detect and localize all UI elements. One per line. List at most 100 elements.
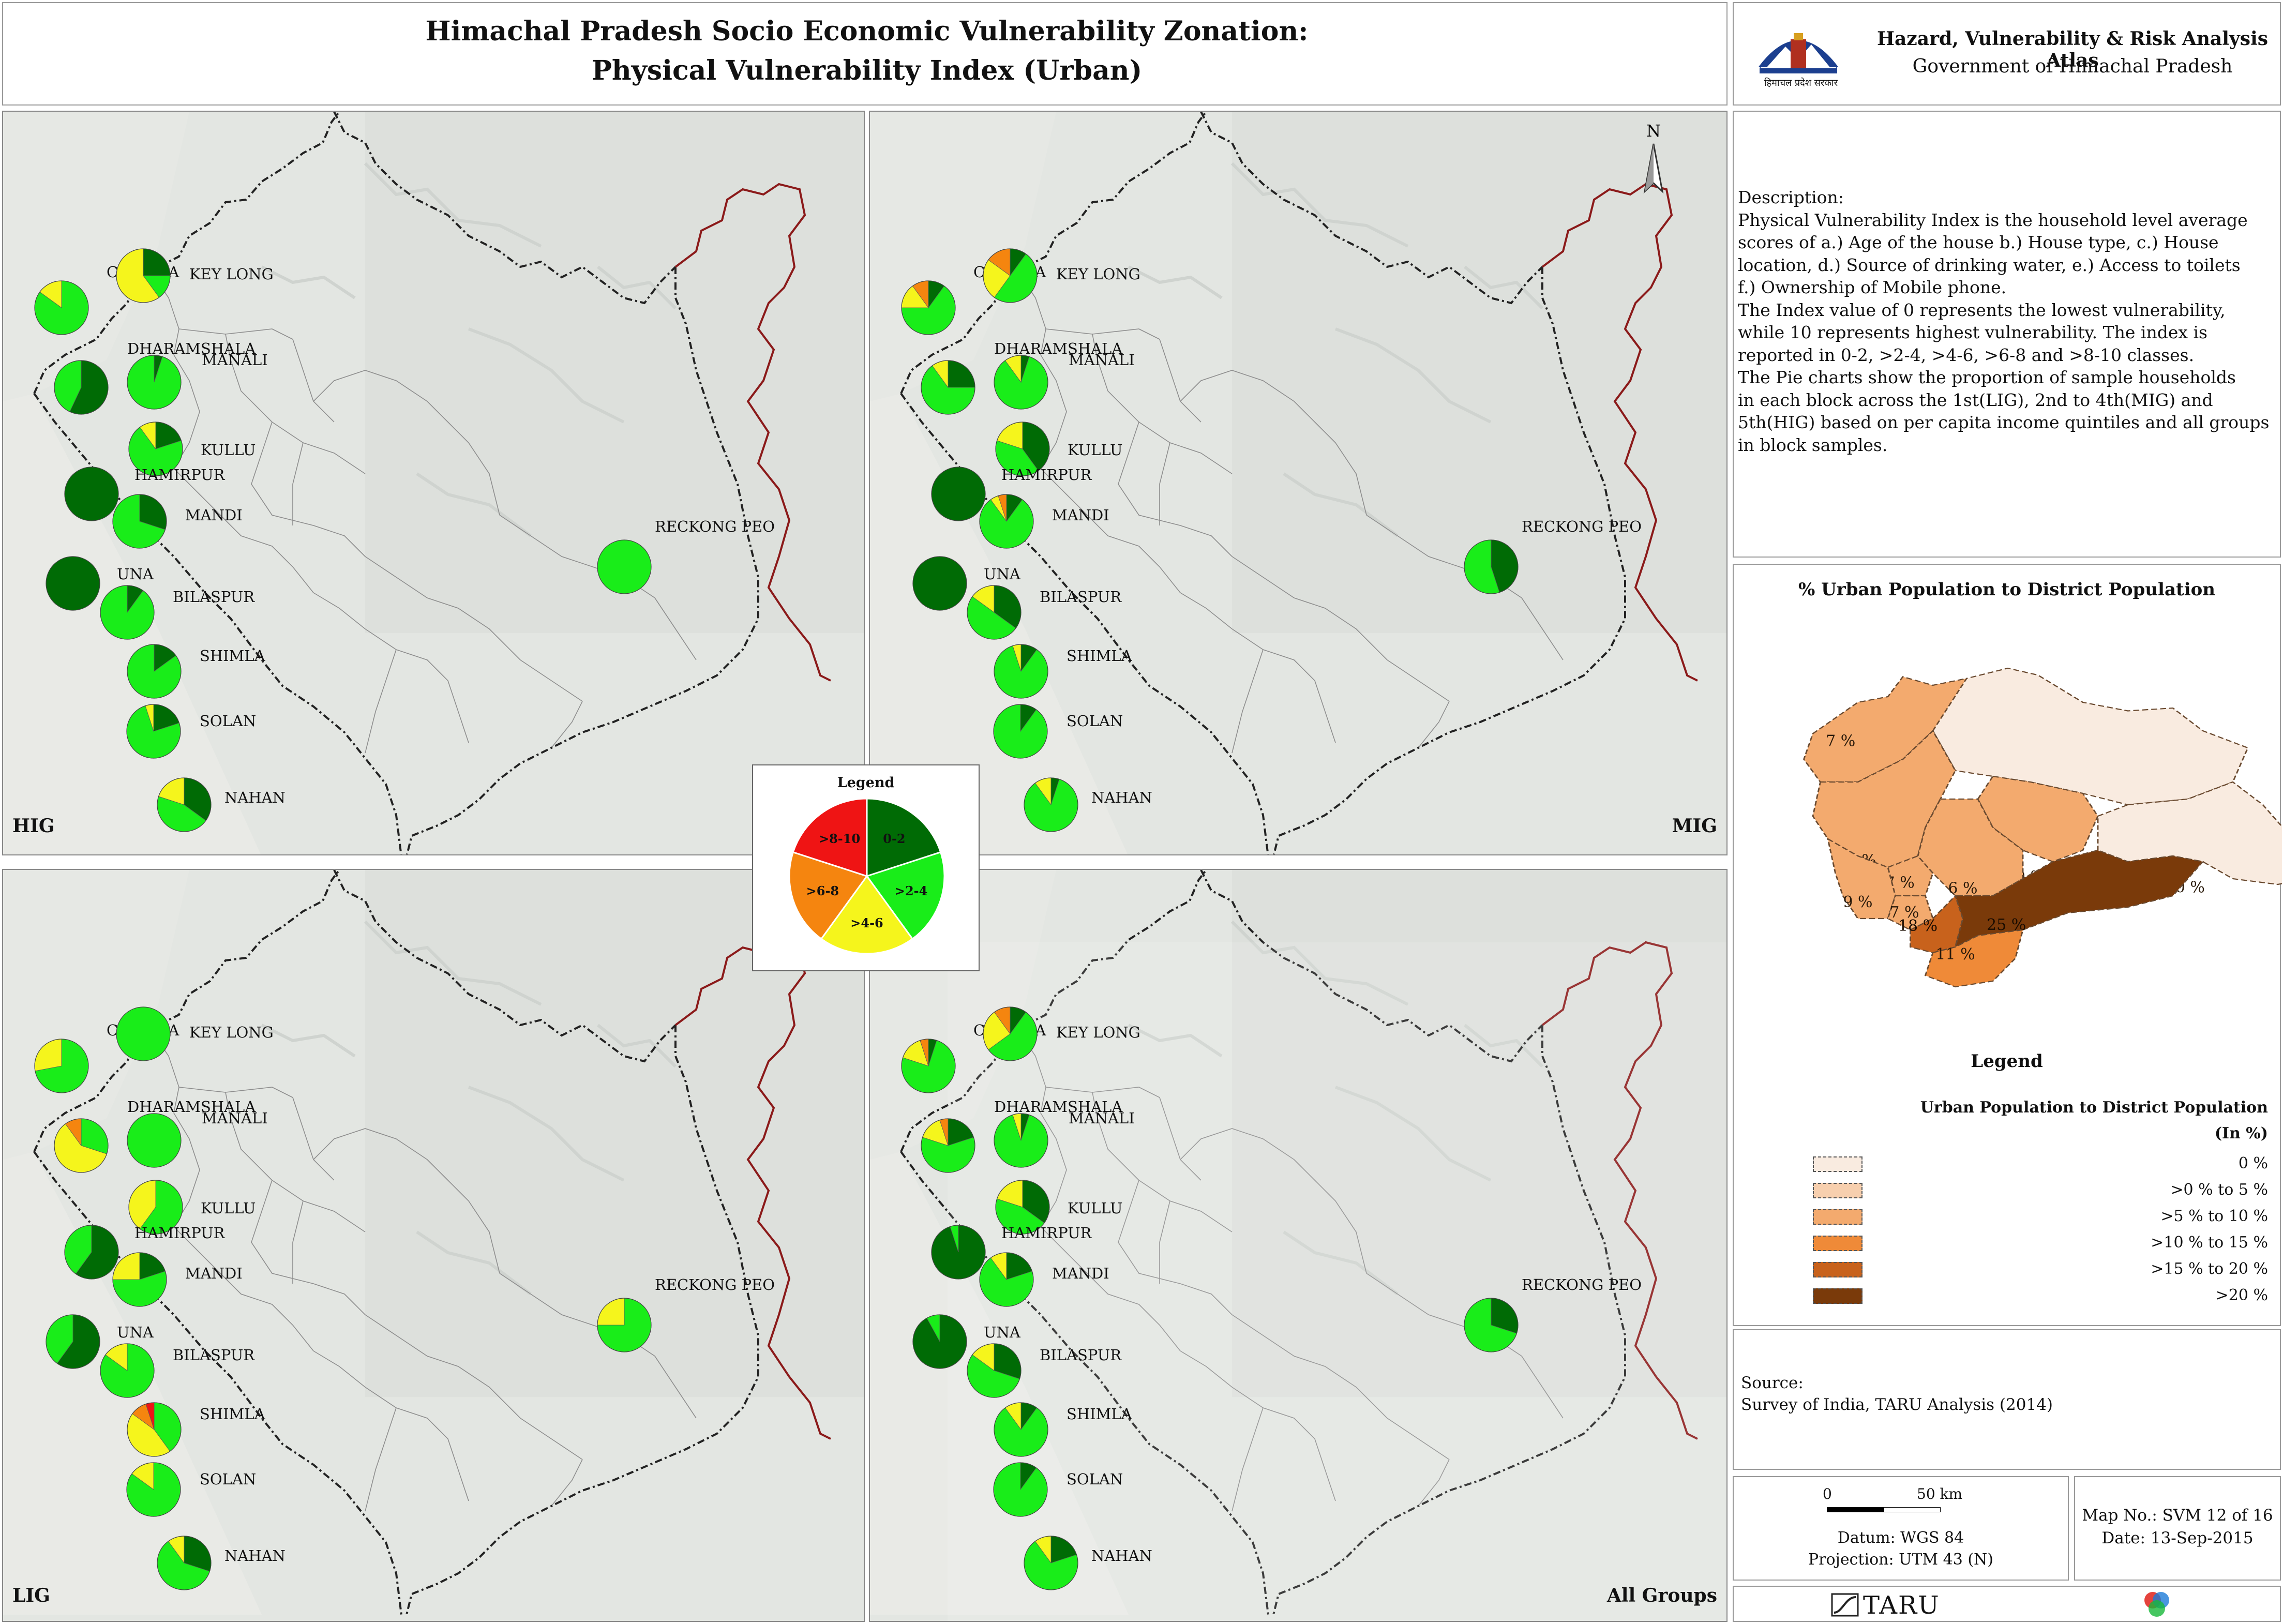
district-label: RECKONG PEO [1522,518,1642,535]
urban-district-value: 18 % [1898,917,1937,935]
legend-slice-label: >4-6 [850,915,883,930]
district-label: MANALI [1069,351,1135,369]
description-line: scores of a.) Age of the house b.) House… [1738,232,2219,252]
district-label: DHARAMSHALA [994,1098,1123,1116]
legend-slice [788,851,868,940]
description-heading: Description: [1738,187,1844,207]
urban-map-title: % Urban Population to District Populatio… [1798,579,2216,600]
atlas-title: Hazard, Vulnerability & Risk Analysis At… [1876,28,2269,71]
legend-slice [792,798,868,878]
description-text: Description: Physical Vulnerability Inde… [1738,186,2271,456]
legend-slice-label: >2-4 [895,883,927,898]
panel-all-groups: CHAMBAKEY LONGDHARAMSHALAMANALIKULLUHAMI… [869,869,1728,1622]
taru-logo-icon [1831,1593,1859,1617]
pie-2-1-2-4 [116,1007,170,1061]
footer-box: TARU [1733,1586,2281,1622]
urban-map-box: % Urban Population to District Populatio… [1733,564,2282,1326]
description-line: in block samples. [1738,434,1888,455]
pie-0-5-0-2 [65,467,118,521]
urban-district [1932,667,2249,806]
panel-label-lig: LIG [12,1585,50,1606]
description-box [1733,111,2281,558]
district-label: BILASPUR [173,1346,255,1364]
district-label: MANALI [202,1109,268,1127]
urban-legend-swatch [1813,1262,1863,1277]
district-label: NAHAN [224,789,286,806]
map-title-line1: Himachal Pradesh Socio Economic Vulnerab… [425,16,1309,47]
legend-slice [820,875,914,955]
panel-hig: CHAMBAKEY LONGDHARAMSHALAMANALIKULLUHAMI… [2,111,865,855]
datum-text: Datum: WGS 84 [1837,1529,1964,1547]
north-arrow-icon: N [1643,121,1664,194]
district-label: DHARAMSHALA [994,340,1123,357]
district-label: SOLAN [200,1470,256,1488]
urban-legend-title: Urban Population to District Population [1920,1099,2268,1117]
district-label: HAMIRPUR [1001,466,1092,484]
description-line: reported in 0-2, >2-4, >4-6, >6-8 and >8… [1738,344,2195,365]
map-title-line2: Physical Vulnerability Index (Urban) [591,55,1143,86]
taru-name: TARU [1863,1591,1940,1620]
urban-legend-row: 0 % [1813,1154,2268,1175]
district-label: SHIMLA [200,647,266,665]
urban-legend-label: >10 % to 15 % [2151,1234,2268,1252]
source-box: Source: Survey of India, TARU Analysis (… [1733,1329,2281,1470]
district-label: SHIMLA [1067,1405,1133,1423]
atlas-org: Government of Himachal Pradesh [1912,56,2233,77]
district-label: KULLU [201,1199,256,1217]
urban-legend-row: >5 % to 10 % [1813,1207,2268,1228]
district-label: DHARAMSHALA [127,1098,256,1116]
district-label: DHARAMSHALA [127,340,256,357]
description-line: The Index value of 0 represents the lowe… [1738,299,2226,320]
urban-legend-swatch [1813,1236,1863,1251]
panel-label-all-groups: All Groups [1606,1585,1717,1606]
district-label: KEY LONG [1056,1024,1140,1041]
district-label: BILASPUR [1040,588,1122,606]
district-label: UNA [117,565,154,583]
urban-district [1910,894,1964,954]
district-label: SHIMLA [200,1405,266,1423]
source-text: Survey of India, TARU Analysis (2014) [1741,1395,2053,1414]
district-label: KEY LONG [1056,265,1140,283]
district-label: BILASPUR [1040,1346,1122,1364]
hig-basemap: CHAMBAKEY LONGDHARAMSHALAMANALIKULLUHAMI… [3,112,864,854]
emblem-caption: हिमाचल प्रदेश सरकार [1764,78,1838,88]
panel-label-hig: HIG [12,815,55,837]
legend-slice-label: >6-8 [806,883,839,898]
atlas-header-box: हिमाचल प्रदेश सरकार Hazard, Vulnerabilit… [1733,2,2281,106]
urban-district [1826,837,1896,920]
urban-population-map: 7 %0 %6 %7 %9 %6 %0 %9 %7 %18 %25 %11 % [1803,667,2282,988]
pie-0-8-0-2 [46,557,100,610]
urban-legend-swatch [1813,1156,1863,1172]
panel-lig: CHAMBAKEY LONGDHARAMSHALAMANALIKULLUHAMI… [2,869,865,1622]
mig-basemap: CHAMBAKEY LONGDHARAMSHALAMANALIKULLUHAMI… [870,112,1726,854]
urban-legend-swatch [1813,1183,1863,1198]
urban-legend-swatch [1813,1288,1863,1304]
urban-district [1917,798,2024,897]
pie-legend-box: Legend 0-2 >2-4 >4-6 >6-8 >8-10 [752,764,980,971]
pie-1-8-0-2 [913,557,967,610]
all-groups-basemap: CHAMBAKEY LONGDHARAMSHALAMANALIKULLUHAMI… [870,870,1726,1621]
description-line: f.) Ownership of Mobile phone. [1738,277,2007,297]
urban-district-value: 11 % [1935,945,1975,964]
description-line: in each block across the 1st(LIG), 2nd t… [1738,389,2213,410]
urban-legend-row: >15 % to 20 % [1813,1260,2268,1281]
district-label: MANDI [185,506,243,524]
urban-legend-row: >0 % to 5 % [1813,1181,2268,1201]
district-label: UNA [984,565,1021,583]
urban-district-value: 9 % [1843,893,1872,911]
district-label: SHIMLA [1067,647,1133,665]
scale-start-label: 0 [1823,1485,1832,1502]
urban-legend-swatch [1813,1209,1863,1225]
urban-legend-label: >15 % to 20 % [2151,1260,2268,1278]
himachal-emblem-icon [1759,33,1838,73]
district-label: HAMIRPUR [1001,1224,1092,1242]
district-label: MANDI [185,1265,243,1282]
district-label: UNA [117,1324,154,1341]
urban-district-value: 7 % [1889,904,1919,922]
district-label: KEY LONG [189,265,274,283]
district-label: KULLU [1068,1199,1122,1217]
pie-legend-chart: 0-2 >2-4 >4-6 >6-8 >8-10 [788,798,945,955]
map-number: Map No.: SVM 12 of 16 [2082,1506,2273,1525]
projection-text: Projection: UTM 43 (N) [1808,1551,1994,1569]
description-line: 5th(HIG) based on per capita income quin… [1738,412,2270,432]
